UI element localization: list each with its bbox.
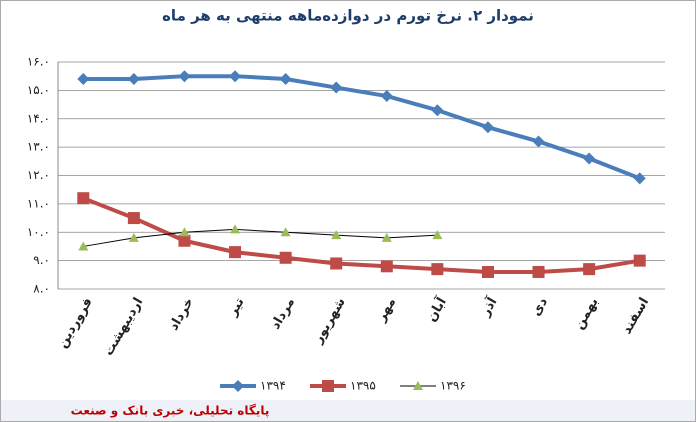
point	[128, 232, 139, 242]
point	[178, 234, 191, 247]
point	[229, 70, 242, 83]
point	[532, 135, 545, 148]
y-tick-label: ۱۰.۰	[27, 225, 50, 239]
point	[230, 224, 241, 234]
y-tick-label: ۸.۰	[33, 282, 50, 296]
legend-label: ۱۳۹۶	[440, 379, 466, 393]
point	[279, 251, 292, 264]
point	[77, 192, 90, 205]
y-tick-label: ۱۲.۰	[27, 168, 50, 182]
point	[633, 254, 646, 267]
point	[330, 257, 343, 270]
series-line	[83, 74, 641, 181]
point	[330, 81, 343, 94]
point	[127, 73, 140, 86]
point	[279, 73, 292, 86]
footer: پایگاه تحلیلی، خبری بانک و صنعت	[71, 404, 270, 419]
point	[229, 246, 242, 259]
point	[431, 104, 444, 117]
point	[381, 232, 392, 242]
chart-title: نمودار ۲. نرخ تورم در دوازده‌ماهه منتهی …	[162, 7, 534, 25]
y-tick-label: ۱۵.۰	[27, 83, 50, 97]
y-tick-label: ۱۴.۰	[27, 111, 50, 125]
point	[431, 263, 444, 276]
point	[77, 73, 90, 86]
point	[178, 70, 191, 83]
legend-marker	[232, 380, 244, 392]
point	[380, 90, 393, 103]
legend-label: ۱۳۹۵	[350, 379, 376, 393]
point	[432, 230, 443, 240]
series-line	[82, 196, 641, 274]
point	[481, 265, 494, 278]
point	[633, 172, 646, 185]
point	[280, 227, 291, 237]
point	[78, 241, 89, 251]
y-tick-label: ۱۱.۰	[27, 196, 50, 210]
legend-marker	[413, 381, 423, 390]
point	[179, 227, 190, 237]
footer-strip	[1, 400, 695, 421]
point	[481, 121, 494, 134]
point	[583, 152, 596, 165]
y-tick-label: ۹.۰	[33, 253, 50, 267]
point	[331, 230, 342, 240]
point	[127, 212, 140, 225]
series-line	[83, 228, 438, 247]
y-tick-label: ۱۳.۰	[27, 140, 50, 154]
y-tick-label: ۱۶.۰	[27, 55, 50, 69]
point	[532, 265, 545, 278]
point	[583, 263, 596, 276]
legend-marker	[322, 380, 334, 392]
point	[380, 260, 393, 273]
legend-label: ۱۳۹۴	[260, 379, 286, 393]
